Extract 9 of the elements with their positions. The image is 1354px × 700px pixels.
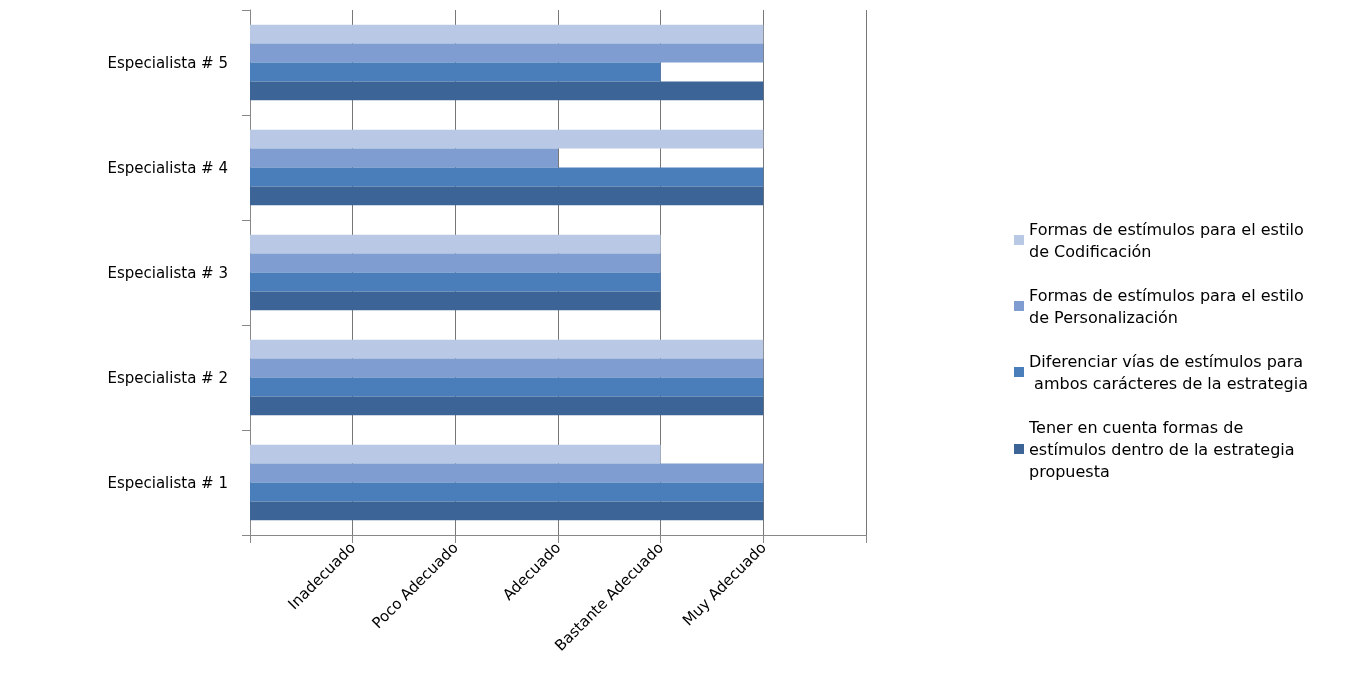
legend-label: Formas de estímulos para el estilo de Personalización — [1029, 285, 1309, 327]
y-tick-label: Especialista # 2 — [107, 368, 228, 387]
legend-label: Diferenciar vías de estímulos para ambos carácteres de la estrategia — [1029, 351, 1309, 393]
y-tick-label: Especialista # 4 — [107, 158, 228, 177]
legend-label: Tener en cuenta formas de estímulos dentro de la estrategia propuesta — [1028, 417, 1300, 481]
y-tick-label: Especialista # 3 — [107, 263, 228, 282]
y-tick-label: Especialista # 1 — [107, 473, 228, 492]
y-tick-label: Especialista # 5 — [107, 53, 228, 72]
legend-label: Formas de estímulos para el estilo de Codificación — [1029, 219, 1309, 261]
